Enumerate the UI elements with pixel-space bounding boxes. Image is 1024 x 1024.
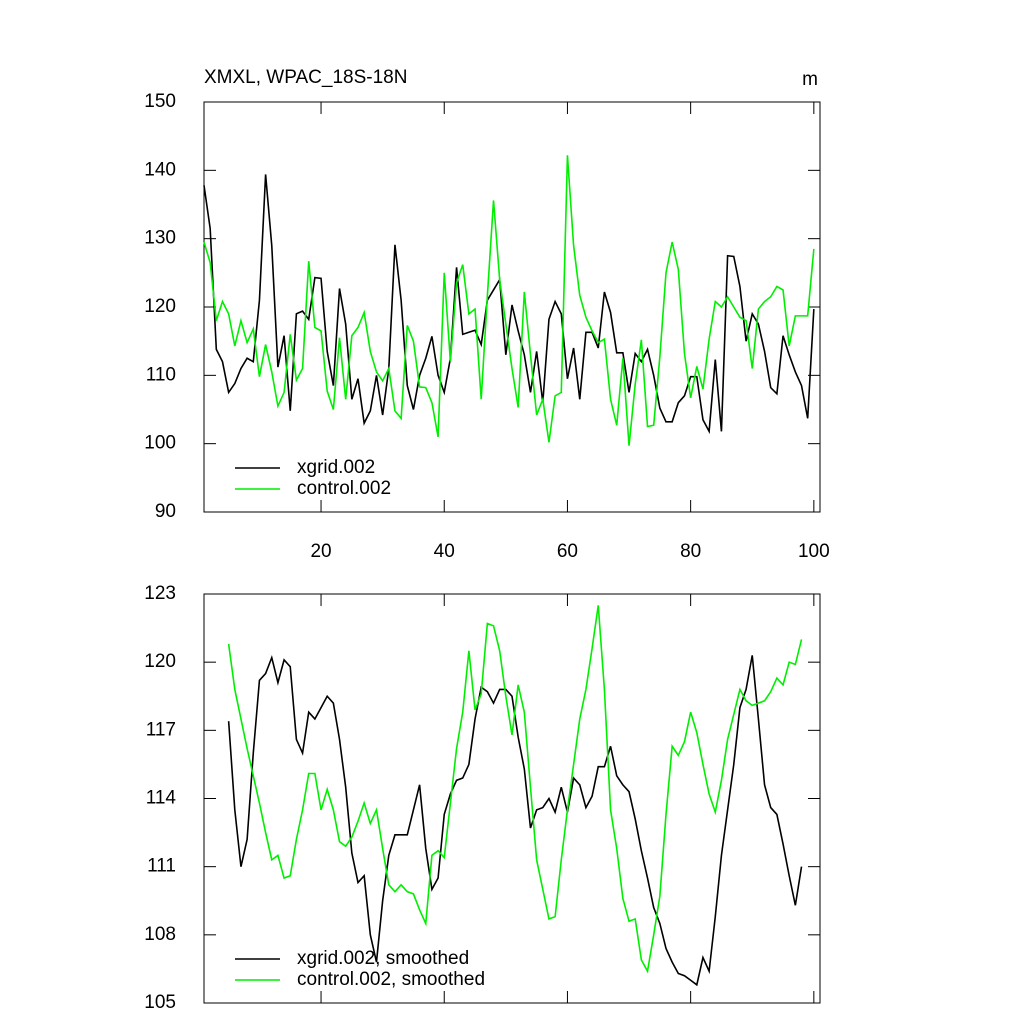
x-tick-label: 100	[798, 541, 830, 562]
data-line	[227, 654, 803, 987]
x-tick-label: 20	[310, 541, 331, 562]
y-tick-label: 150	[144, 91, 176, 112]
x-tick-label: 40	[434, 541, 455, 562]
data-line	[227, 605, 803, 974]
plot-frame	[203, 593, 821, 1004]
y-tick-label: 111	[147, 856, 176, 877]
y-tick-label: 140	[144, 159, 176, 180]
units-label: m	[802, 69, 818, 90]
y-tick-label: 108	[144, 924, 176, 945]
y-tick-label: 90	[155, 501, 176, 522]
y-tick-label: 120	[144, 651, 176, 672]
chart-title: XMXL, WPAC_18S-18N	[204, 67, 407, 88]
y-tick-label: 123	[144, 583, 176, 604]
y-tick-label: 130	[144, 228, 176, 249]
y-tick-label: 105	[144, 992, 176, 1013]
legend-label: control.002, smoothed	[297, 969, 485, 990]
x-tick-label: 60	[557, 541, 578, 562]
legend-label: xgrid.002	[297, 457, 375, 478]
y-tick-label: 110	[146, 364, 176, 385]
y-tick-label: 100	[144, 433, 176, 454]
x-tick-label: 80	[680, 541, 701, 562]
legend-label: control.002	[297, 478, 391, 499]
data-line	[203, 155, 815, 446]
y-tick-label: 114	[146, 788, 177, 809]
y-tick-label: 120	[144, 296, 176, 317]
y-tick-label: 117	[146, 719, 176, 740]
data-line	[203, 174, 815, 435]
legend-label: xgrid.002, smoothed	[297, 948, 469, 969]
